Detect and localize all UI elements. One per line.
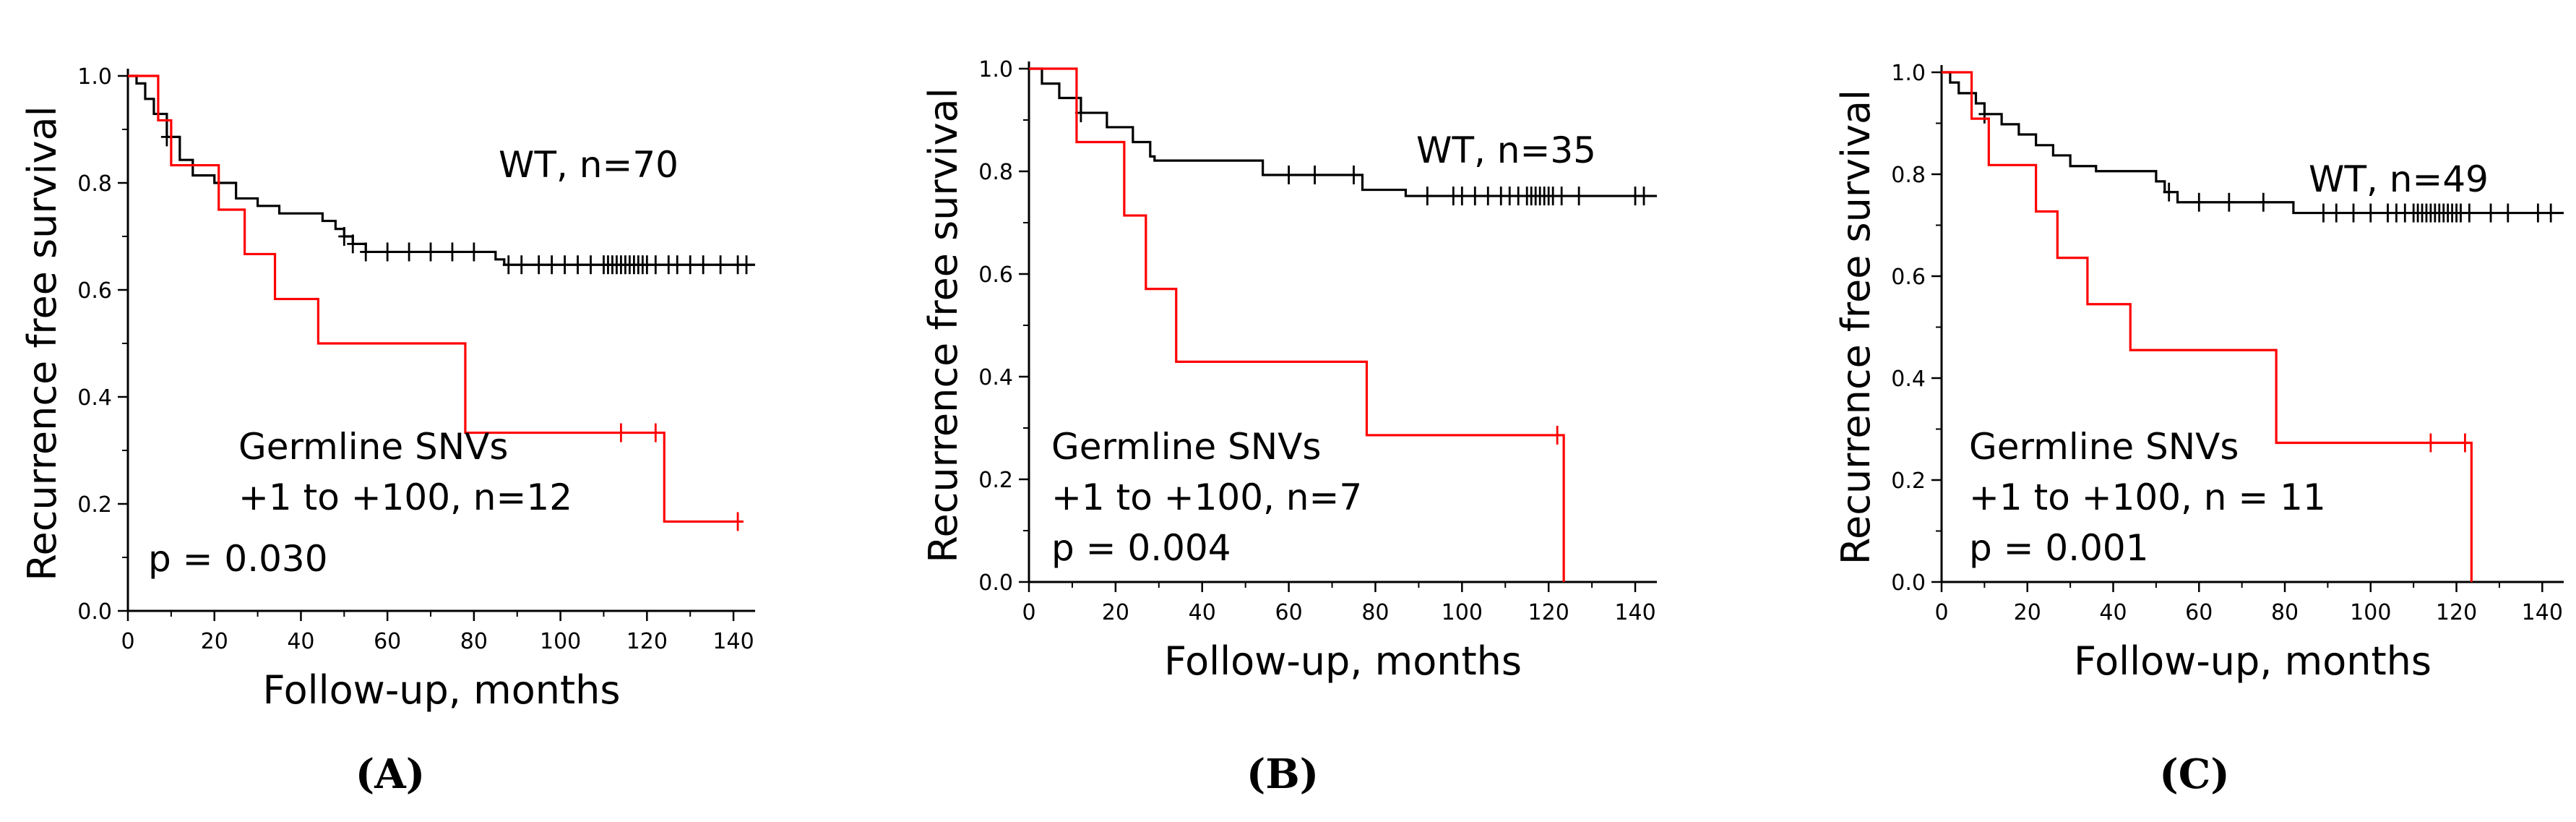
y-tick-label: 0.2 — [978, 468, 1013, 493]
x-tick-label: 100 — [1442, 600, 1483, 625]
germline-label-line2: +1 to +100, n = 11 — [1969, 476, 2326, 518]
y-tick-label: 0.6 — [1891, 265, 1926, 290]
wt-label: WT, n=70 — [499, 144, 679, 186]
x-tick-label: 60 — [374, 629, 401, 654]
panel-label: (C) — [2159, 750, 2230, 798]
x-tick-label: 120 — [2436, 600, 2477, 625]
y-tick-label: 0.2 — [1891, 468, 1926, 494]
x-tick-label: 140 — [1614, 600, 1655, 625]
y-tick-label: 0.8 — [978, 160, 1013, 185]
km-panel-a: 0 20 40 60 80 100 120 140 0.0 0.2 0.4 0.6 0.8 1.0 Foll… — [20, 64, 755, 798]
x-tick-label: 120 — [1528, 600, 1569, 625]
x-tick-label: 40 — [287, 629, 314, 654]
x-tick-label: 80 — [2271, 600, 2299, 625]
p-value: p = 0.001 — [1969, 527, 2149, 569]
panel-label: (B) — [1246, 750, 1319, 798]
x-tick-label: 100 — [540, 629, 581, 654]
y-tick-label: 0.4 — [1891, 367, 1926, 392]
y-tick-label: 1.0 — [77, 64, 112, 90]
germline-series — [1942, 71, 2473, 582]
x-tick-label: 60 — [1275, 600, 1302, 625]
germline-label-line2: +1 to +100, n=7 — [1051, 476, 1362, 518]
y-tick-label: 0.0 — [1891, 570, 1926, 596]
germline-series — [1029, 67, 1565, 582]
y-tick-label: 1.0 — [1891, 61, 1926, 86]
y-tick-label: 1.0 — [978, 57, 1013, 82]
x-tick-label: 140 — [712, 629, 754, 654]
x-tick-label: 0 — [121, 629, 134, 654]
germline-label-line2: +1 to +100, n=12 — [238, 476, 572, 518]
survival-curve — [128, 74, 743, 523]
x-tick-label: 20 — [2014, 600, 2041, 625]
y-axis-label: Recurrence free survival — [921, 87, 966, 562]
wt-series — [128, 74, 755, 275]
y-tick-label: 0.6 — [978, 262, 1013, 288]
x-tick-label: 0 — [1934, 600, 1948, 625]
y-axis-label: Recurrence free survival — [1833, 90, 1879, 565]
y-tick-label: 0.4 — [77, 385, 112, 411]
x-tick-label: 60 — [2185, 600, 2213, 625]
y-tick-label: 0.0 — [77, 599, 112, 625]
survival-curve — [1942, 71, 2564, 215]
x-axis-label: Follow-up, months — [262, 667, 620, 713]
x-tick-label: 100 — [2350, 600, 2391, 625]
y-axis-label: Recurrence free survival — [20, 106, 65, 581]
x-tick-label: 40 — [2099, 600, 2127, 625]
p-value: p = 0.004 — [1051, 527, 1231, 569]
wt-series — [1942, 71, 2564, 223]
germline-series — [128, 74, 744, 531]
x-axis-label: Follow-up, months — [2074, 638, 2431, 684]
x-tick-label: 40 — [1189, 600, 1216, 625]
survival-curve — [1029, 67, 1657, 197]
x-tick-label: 120 — [626, 629, 668, 654]
y-tick-label: 0.8 — [1891, 163, 1926, 188]
p-value: p = 0.030 — [148, 538, 328, 580]
survival-curve — [1942, 71, 2473, 582]
germline-label-line1: Germline SNVs — [1051, 426, 1321, 468]
km-panel-c: 0 20 40 60 80 100 120 140 0.0 0.2 0.4 0.6 0.8 1.0 Foll… — [1833, 61, 2564, 798]
germline-label-line1: Germline SNVs — [1969, 426, 2239, 468]
x-tick-label: 20 — [1102, 600, 1129, 625]
x-axis-label: Follow-up, months — [1164, 638, 1522, 684]
y-tick-label: 0.4 — [978, 365, 1013, 390]
wt-label: WT, n=49 — [2309, 158, 2489, 200]
germline-label-line1: Germline SNVs — [238, 426, 508, 468]
x-tick-label: 80 — [460, 629, 488, 654]
wt-label: WT, n=35 — [1416, 129, 1596, 171]
panel-label: (A) — [356, 750, 425, 798]
y-tick-label: 0.2 — [77, 492, 112, 518]
x-tick-label: 140 — [2522, 600, 2563, 625]
x-tick-label: 0 — [1022, 600, 1035, 625]
km-panel-b: 0 20 40 60 80 100 120 140 0.0 0.2 0.4 0.6 0.8 1.0 Foll… — [921, 57, 1657, 798]
y-tick-label: 0.8 — [77, 171, 112, 197]
y-tick-label: 0.0 — [978, 570, 1013, 596]
y-tick-label: 0.6 — [77, 278, 112, 304]
survival-curve — [1029, 67, 1565, 582]
x-tick-label: 20 — [201, 629, 228, 654]
wt-series — [1029, 67, 1657, 206]
x-tick-label: 80 — [1361, 600, 1389, 625]
